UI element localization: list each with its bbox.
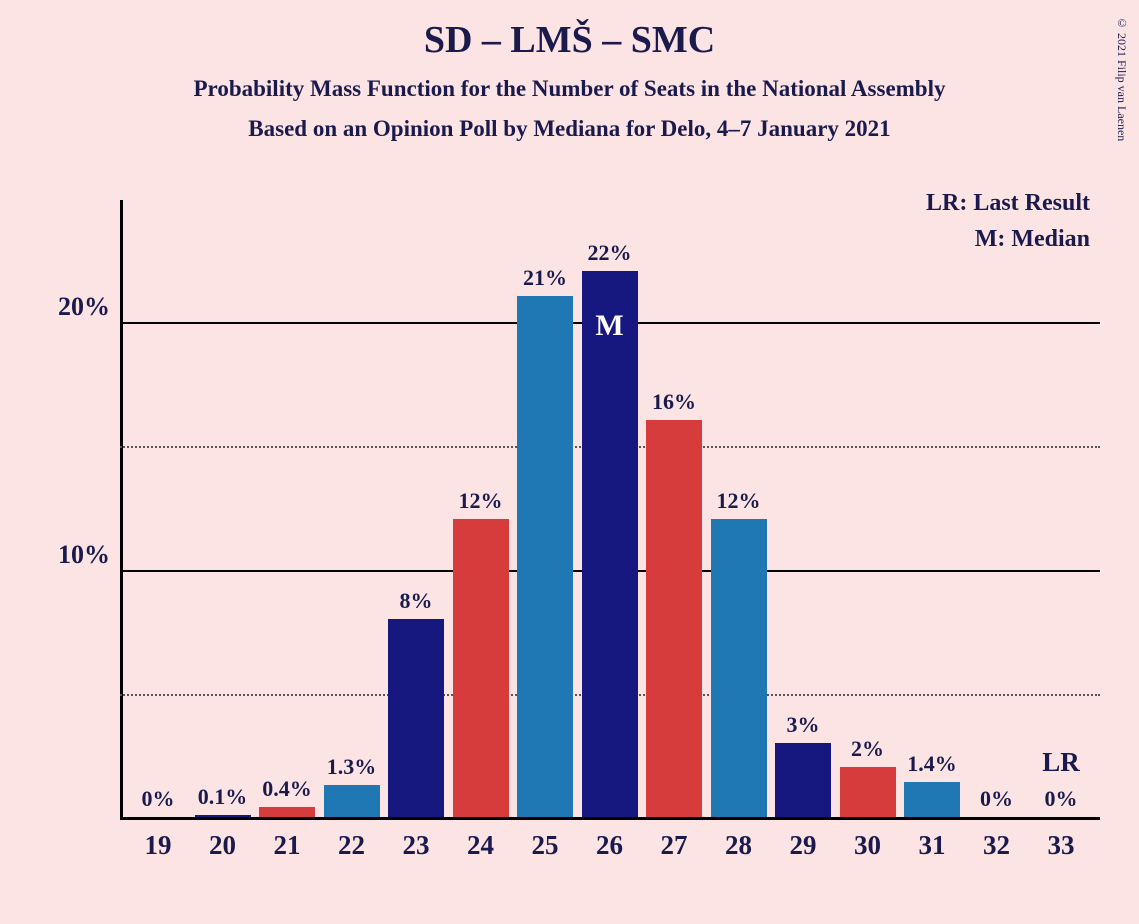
x-axis-tick-label: 23 xyxy=(403,830,430,861)
x-axis-tick-label: 26 xyxy=(596,830,623,861)
median-marker: M xyxy=(595,309,623,343)
bar-value-label: 0.1% xyxy=(198,784,248,810)
bar-value-label: 1.4% xyxy=(907,751,957,777)
bar xyxy=(388,619,444,817)
bar-value-label: 0% xyxy=(142,786,175,812)
bar-value-label: 3% xyxy=(787,712,820,738)
bar: M xyxy=(582,271,638,817)
bar xyxy=(775,743,831,817)
last-result-marker: LR xyxy=(1042,747,1080,778)
chart-subtitle-1: Probability Mass Function for the Number… xyxy=(0,76,1139,102)
x-axis-tick-label: 33 xyxy=(1048,830,1075,861)
x-axis-tick-label: 32 xyxy=(983,830,1010,861)
y-axis-label: 20% xyxy=(30,292,110,322)
bar-value-label: 0% xyxy=(980,786,1013,812)
copyright-text: © 2021 Filip van Laenen xyxy=(1114,16,1129,141)
y-axis xyxy=(120,200,123,820)
bar xyxy=(646,420,702,817)
y-axis-label: 10% xyxy=(30,540,110,570)
x-axis-tick-label: 29 xyxy=(790,830,817,861)
legend-last-result: LR: Last Result xyxy=(926,190,1090,217)
chart-subtitle-2: Based on an Opinion Poll by Mediana for … xyxy=(0,116,1139,142)
x-axis-tick-label: 31 xyxy=(919,830,946,861)
bar-value-label: 22% xyxy=(588,240,632,266)
chart-container: SD – LMŠ – SMC Probability Mass Function… xyxy=(0,0,1139,924)
x-axis-tick-label: 22 xyxy=(338,830,365,861)
bar-value-label: 16% xyxy=(652,389,696,415)
x-axis-tick-label: 28 xyxy=(725,830,752,861)
bar xyxy=(711,519,767,817)
x-axis-tick-label: 25 xyxy=(532,830,559,861)
bar xyxy=(195,815,251,817)
bar-value-label: 1.3% xyxy=(327,754,377,780)
legend-median: M: Median xyxy=(975,226,1090,253)
bar-value-label: 8% xyxy=(400,588,433,614)
bar-value-label: 0.4% xyxy=(262,776,312,802)
bar-value-label: 12% xyxy=(459,488,503,514)
bar-value-label: 12% xyxy=(717,488,761,514)
bar-value-label: 0% xyxy=(1045,786,1078,812)
bar xyxy=(904,782,960,817)
x-axis-tick-label: 19 xyxy=(145,830,172,861)
x-axis-tick-label: 30 xyxy=(854,830,881,861)
bar xyxy=(453,519,509,817)
bar xyxy=(517,296,573,817)
bar xyxy=(259,807,315,817)
chart-title: SD – LMŠ – SMC xyxy=(0,0,1139,62)
x-axis-tick-label: 27 xyxy=(661,830,688,861)
bar-value-label: 2% xyxy=(851,736,884,762)
x-axis-tick-label: 21 xyxy=(274,830,301,861)
bar-value-label: 21% xyxy=(523,265,567,291)
x-axis-tick-label: 24 xyxy=(467,830,494,861)
plot-area: LR: Last Result M: Median 10%20% 0%0.1%0… xyxy=(120,200,1100,820)
x-axis xyxy=(120,817,1100,820)
bar xyxy=(840,767,896,817)
bar xyxy=(324,785,380,817)
x-axis-tick-label: 20 xyxy=(209,830,236,861)
